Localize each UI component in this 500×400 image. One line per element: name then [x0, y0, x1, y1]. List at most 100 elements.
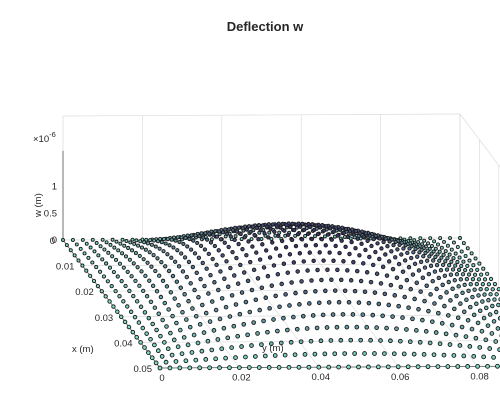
data-point: [219, 296, 225, 301]
data-point: [338, 277, 344, 283]
data-point: [336, 299, 342, 305]
data-point: [275, 272, 281, 277]
data-point: [165, 252, 170, 257]
data-point: [193, 313, 199, 319]
data-point: [217, 316, 223, 322]
data-point: [491, 355, 496, 360]
data-point: [101, 274, 107, 279]
data-point: [201, 235, 206, 240]
data-point: [448, 298, 453, 303]
data-point: [428, 292, 433, 297]
data-point: [455, 364, 461, 369]
data-point: [146, 315, 152, 321]
data-point: [447, 252, 452, 257]
data-point: [225, 335, 231, 341]
data-point: [407, 246, 412, 251]
data-point: [301, 259, 306, 264]
data-point: [459, 263, 464, 269]
data-point: [402, 294, 407, 300]
data-point: [236, 225, 242, 230]
data-point: [404, 327, 409, 332]
data-point: [322, 351, 328, 357]
data-point: [416, 268, 422, 273]
data-point: [118, 314, 124, 320]
data-point: [70, 237, 75, 242]
data-point: [267, 230, 272, 235]
data-point: [342, 288, 348, 294]
data-point: [120, 237, 125, 242]
data-point: [290, 221, 295, 226]
data-point: [487, 346, 493, 351]
data-point: [382, 351, 387, 356]
data-point: [289, 237, 295, 243]
data-point: [138, 239, 143, 244]
data-point: [325, 232, 331, 237]
data-point: [388, 282, 394, 288]
data-point: [269, 236, 274, 241]
data-point: [437, 249, 442, 254]
data-point: [171, 337, 177, 343]
data-point: [442, 303, 447, 309]
data-point: [224, 259, 229, 264]
data-point: [157, 246, 162, 251]
data-point: [139, 245, 144, 250]
data-point: [163, 264, 168, 269]
x-tick-label: 0: [50, 236, 55, 247]
data-point: [214, 262, 219, 268]
data-point: [166, 307, 171, 312]
data-point: [460, 290, 465, 296]
data-point: [388, 338, 393, 344]
y-tick-label: 0.08: [470, 371, 489, 382]
data-point: [189, 247, 194, 252]
data-point: [353, 228, 359, 234]
data-point: [486, 282, 492, 287]
data-point: [403, 243, 408, 248]
data-point: [269, 283, 275, 288]
data-point: [424, 283, 429, 288]
data-point: [84, 268, 89, 273]
data-point: [173, 259, 178, 264]
data-point: [232, 237, 237, 242]
data-point: [176, 264, 182, 269]
data-point: [181, 335, 187, 340]
data-point: [459, 324, 465, 330]
data-point: [363, 231, 369, 236]
data-point: [395, 247, 400, 252]
data-point: [217, 365, 222, 371]
data-point: [334, 225, 339, 230]
data-point: [177, 327, 183, 333]
data-point: [417, 339, 423, 345]
data-point: [209, 237, 214, 242]
data-point: [407, 339, 413, 345]
data-point: [259, 342, 264, 347]
data-point: [234, 255, 239, 261]
data-point: [417, 250, 422, 255]
z-exponent: ×10-6: [33, 130, 56, 145]
data-point: [154, 289, 160, 294]
data-point: [215, 337, 221, 342]
data-point: [477, 345, 483, 350]
data-point: [302, 352, 308, 357]
data-point: [266, 235, 271, 240]
data-point: [415, 254, 420, 259]
data-point: [425, 364, 431, 370]
data-point: [440, 282, 445, 288]
data-point: [209, 347, 215, 353]
data-point: [372, 290, 378, 295]
data-point: [435, 364, 441, 369]
data-point: [401, 246, 406, 251]
y-axis-label: y (m): [262, 343, 284, 354]
data-point: [280, 221, 285, 226]
data-point: [229, 345, 234, 350]
data-point: [143, 273, 148, 279]
data-point: [175, 248, 180, 253]
data-point: [164, 284, 170, 289]
data-point: [303, 243, 309, 248]
data-point: [428, 236, 433, 241]
data-point: [147, 278, 152, 283]
data-point: [220, 253, 225, 258]
data-point: [149, 355, 155, 361]
data-point: [102, 247, 107, 252]
data-point: [282, 228, 287, 233]
data-point: [470, 277, 476, 282]
